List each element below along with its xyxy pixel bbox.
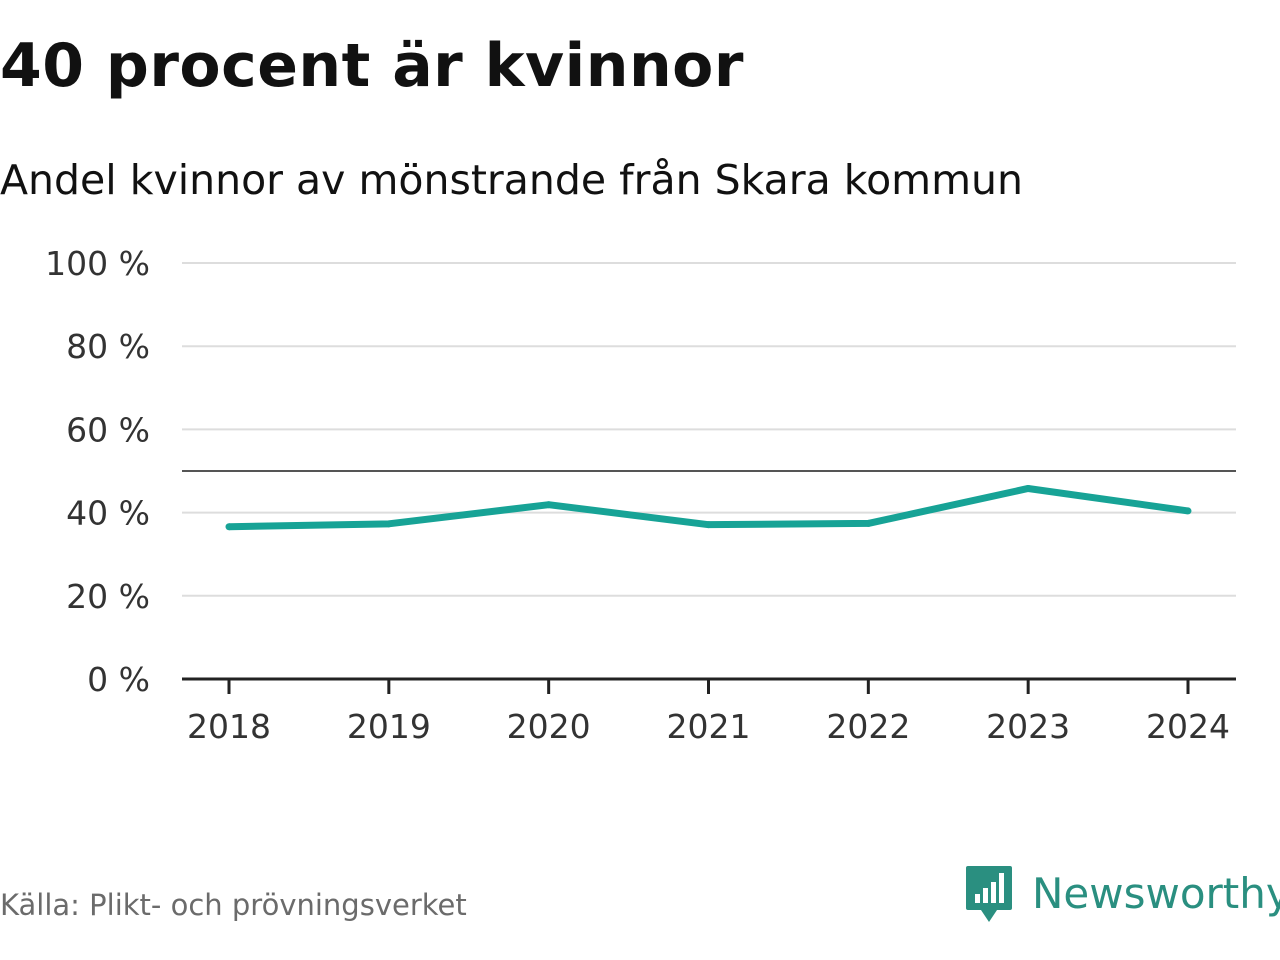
x-tick-label: 2021 — [667, 707, 751, 746]
data-point — [705, 521, 712, 529]
data-point — [385, 520, 393, 528]
x-tick-label: 2023 — [986, 707, 1070, 746]
series-line — [228, 484, 1189, 531]
x-tick-label: 2022 — [826, 707, 910, 746]
gridlines — [182, 262, 1236, 597]
x-axis — [182, 677, 1236, 694]
x-tick-label: 2020 — [507, 707, 591, 746]
x-tick-label: 2019 — [347, 707, 431, 746]
y-tick-label: 20 % — [66, 577, 150, 616]
source-note: Källa: Plikt- och prövningsverket — [0, 888, 467, 922]
series-group — [225, 484, 1192, 531]
y-tick-label: 60 % — [66, 410, 150, 449]
data-point — [225, 523, 233, 531]
x-tick-label: 2018 — [187, 707, 271, 746]
y-tick-label: 100 % — [45, 244, 150, 283]
newsworthy-logo-icon — [966, 866, 1012, 922]
y-axis-labels: 0 % 20 % 40 % 60 % 80 % 100 % — [45, 244, 150, 699]
y-tick-label: 40 % — [66, 494, 150, 533]
data-point — [1184, 507, 1192, 515]
data-point — [1024, 484, 1032, 492]
brand-logo: Newsworthy — [964, 864, 1280, 924]
data-point — [864, 519, 872, 527]
chart-title: 40 procent är kvinnor — [0, 31, 744, 101]
data-point — [545, 501, 553, 509]
y-tick-label: 80 % — [66, 327, 150, 366]
chart-subtitle: Andel kvinnor av mönstrande från Skara k… — [0, 156, 1023, 204]
x-axis-labels: 2018 2019 2020 2021 2022 2023 2024 — [187, 707, 1230, 746]
y-tick-label: 0 % — [87, 660, 150, 699]
line-chart: 0 % 20 % 40 % 60 % 80 % 100 % 2018 2019 2020 202… — [45, 244, 1236, 746]
x-tick-label: 2024 — [1146, 707, 1230, 746]
brand-name: Newsworthy — [1032, 869, 1280, 918]
